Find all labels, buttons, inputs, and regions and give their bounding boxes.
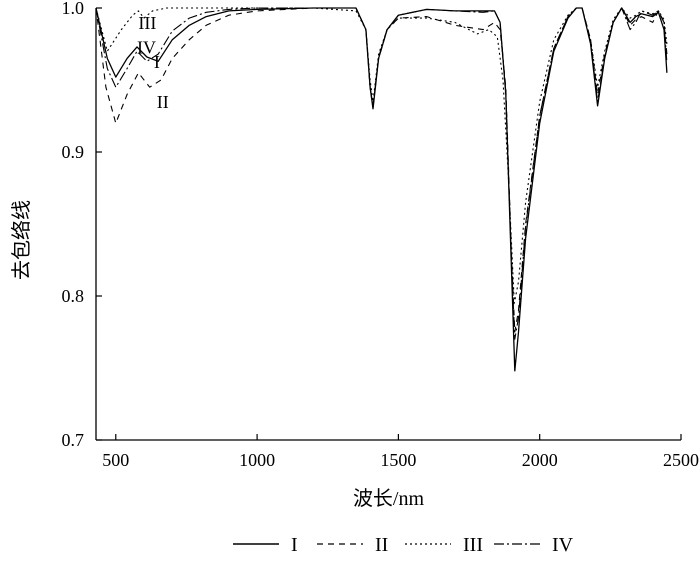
axes-group: 500 1000 1500 2000 2500 0.7 0.8 0.9 1.0 xyxy=(62,0,700,470)
y-tick-label: 0.7 xyxy=(62,430,85,450)
series-annotation-label: IV xyxy=(137,37,156,57)
series-annotation-label: I xyxy=(154,52,160,72)
x-tick-label: 2500 xyxy=(663,450,699,470)
x-tick-label: 2000 xyxy=(522,450,558,470)
series-line-3 xyxy=(95,7,668,304)
y-tick-label: 0.9 xyxy=(62,142,85,162)
chart-legend: I II III IV xyxy=(233,534,574,556)
y-tick-label: 0.8 xyxy=(62,286,85,306)
x-tick-label: 1500 xyxy=(380,450,416,470)
x-axis-title: 波长/nm xyxy=(353,487,425,510)
legend-label: III xyxy=(463,534,483,556)
series-line-1 xyxy=(95,7,668,372)
series-annotation-label: III xyxy=(138,13,156,33)
legend-label: I xyxy=(291,534,298,556)
x-tick-label: 500 xyxy=(102,450,129,470)
plot-series-group xyxy=(95,7,668,372)
y-axis-title: 去包络线 xyxy=(10,200,33,280)
x-tick-label: 1000 xyxy=(239,450,275,470)
series-line-2 xyxy=(95,7,668,333)
legend-label: II xyxy=(375,534,388,556)
legend-label: IV xyxy=(552,534,574,556)
series-line-4 xyxy=(95,7,668,340)
series-annotation-label: II xyxy=(157,92,169,112)
y-tick-label: 1.0 xyxy=(62,0,85,18)
